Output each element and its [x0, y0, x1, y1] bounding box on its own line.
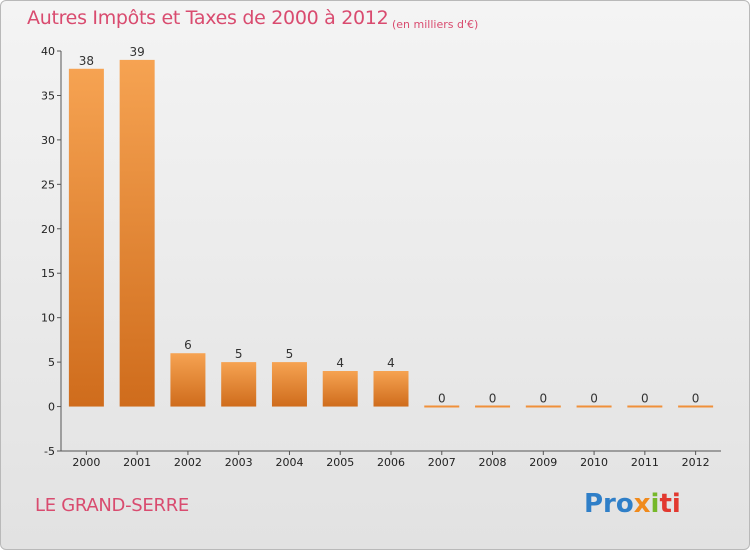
- x-tick-label: 2007: [428, 456, 456, 469]
- y-tick-label: 20: [41, 223, 55, 236]
- x-tick-label: 2010: [580, 456, 608, 469]
- data-label: 4: [336, 356, 344, 370]
- x-tick-label: 2004: [275, 456, 303, 469]
- chart-title: Autres Impôts et Taxes de 2000 à 2012: [27, 7, 389, 29]
- bar: [322, 371, 358, 407]
- data-label: 0: [539, 392, 547, 406]
- x-tick-label: 2012: [682, 456, 710, 469]
- bar: [170, 353, 206, 407]
- y-tick-label: 35: [41, 89, 55, 102]
- y-tick-label: 10: [41, 312, 55, 325]
- x-tick-label: 2005: [326, 456, 354, 469]
- y-tick-label: 0: [48, 401, 55, 414]
- bar: [271, 362, 307, 407]
- logo-part-1: Pro: [584, 489, 634, 519]
- x-tick-label: 2000: [72, 456, 100, 469]
- logo-part-4: ti: [659, 489, 681, 519]
- data-label: 0: [438, 392, 446, 406]
- logo-part-3: i: [650, 489, 660, 519]
- data-label: 6: [184, 338, 192, 352]
- data-label: 38: [79, 54, 94, 68]
- chart-bars: [68, 59, 714, 408]
- data-label: 39: [130, 45, 145, 59]
- data-label: 5: [286, 347, 294, 361]
- bar: [119, 59, 155, 407]
- y-tick-label: -5: [44, 445, 55, 458]
- y-tick-label: 15: [41, 267, 55, 280]
- data-label: 0: [489, 392, 497, 406]
- chart-labels: 38 39 6 5 5 4 4 0 0 0 0 0 0: [79, 45, 700, 406]
- data-label: 4: [387, 356, 395, 370]
- y-tick-label: 40: [41, 45, 55, 58]
- y-tick-label: 5: [48, 356, 55, 369]
- x-tick-label: 2011: [631, 456, 659, 469]
- data-label: 0: [590, 392, 598, 406]
- commune-name: LE GRAND-SERRE: [35, 495, 189, 516]
- y-tick-label: 25: [41, 178, 55, 191]
- logo-part-2: x: [633, 489, 651, 519]
- x-tick-label: 2002: [174, 456, 202, 469]
- bar: [373, 371, 409, 407]
- x-tick-label: 2009: [529, 456, 557, 469]
- x-tick-label: 2008: [479, 456, 507, 469]
- y-tick-label: 30: [41, 134, 55, 147]
- x-tick-label: 2001: [123, 456, 151, 469]
- x-tick-label: 2003: [225, 456, 253, 469]
- proxiti-logo: Proxiti: [584, 489, 681, 519]
- data-label: 5: [235, 347, 243, 361]
- chart-subtitle: (en milliers d'€): [392, 18, 479, 31]
- x-tick-label: 2006: [377, 456, 405, 469]
- bar: [221, 362, 257, 407]
- data-label: 0: [692, 392, 700, 406]
- bar: [68, 68, 104, 407]
- data-label: 0: [641, 392, 649, 406]
